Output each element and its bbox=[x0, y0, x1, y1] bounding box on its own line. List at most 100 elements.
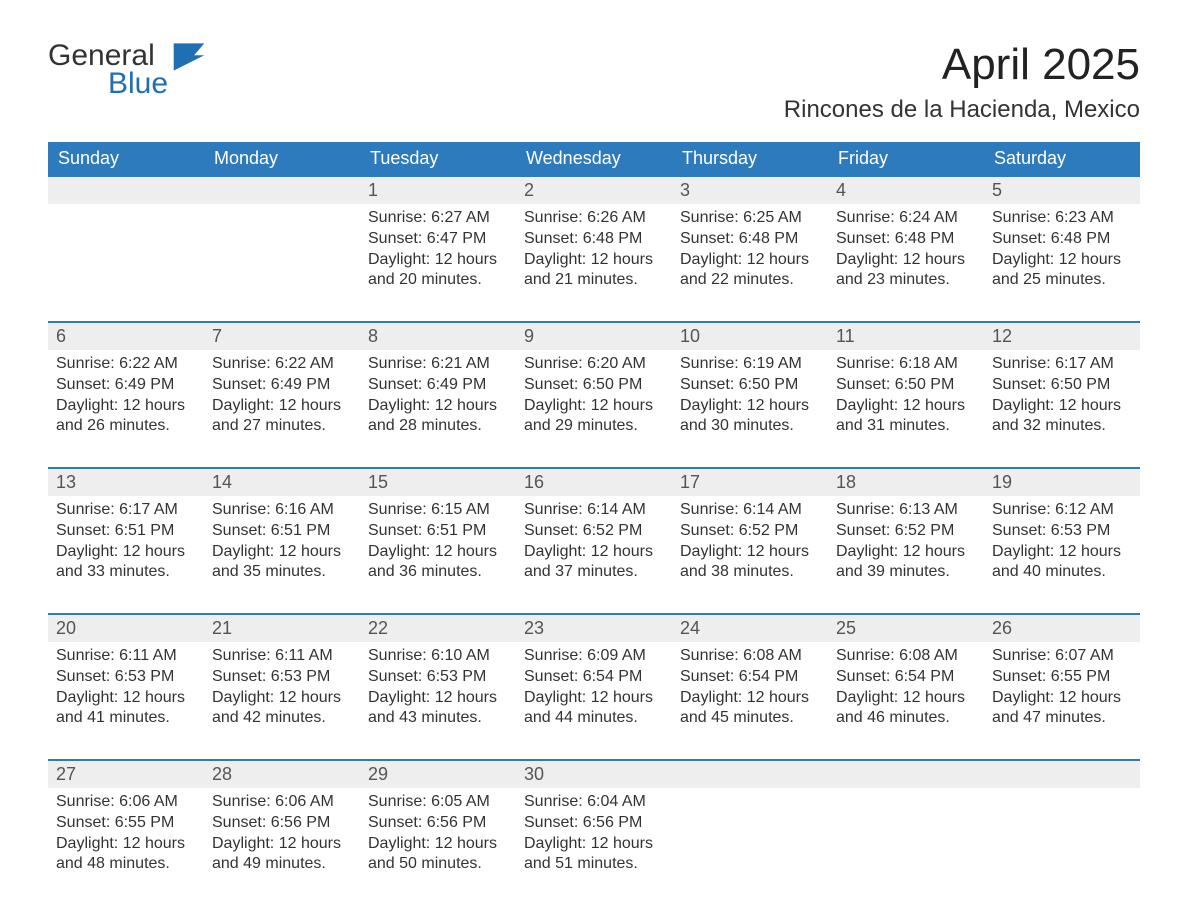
sunset-value: 6:47 PM bbox=[427, 230, 487, 247]
sunrise-line: Sunrise: 6:11 AM bbox=[56, 646, 196, 667]
daylight-line: Daylight: 12 hours and 42 minutes. bbox=[212, 688, 352, 730]
sunset-line: Sunset: 6:53 PM bbox=[992, 521, 1132, 542]
calendar-cell: 9Sunrise: 6:20 AMSunset: 6:50 PMDaylight… bbox=[516, 321, 672, 467]
sunset-line: Sunset: 6:48 PM bbox=[680, 229, 820, 250]
sunrise-line: Sunrise: 6:08 AM bbox=[836, 646, 976, 667]
sunrise-line: Sunrise: 6:14 AM bbox=[524, 500, 664, 521]
sunrise-line: Sunrise: 6:17 AM bbox=[992, 354, 1132, 375]
sunset-label: Sunset: bbox=[992, 230, 1051, 247]
sunset-value: 6:52 PM bbox=[583, 522, 643, 539]
sunrise-value: 6:12 AM bbox=[1055, 501, 1114, 518]
sunset-value: 6:48 PM bbox=[895, 230, 955, 247]
sunset-value: 6:51 PM bbox=[427, 522, 487, 539]
sunset-label: Sunset: bbox=[56, 814, 115, 831]
sunrise-value: 6:26 AM bbox=[587, 209, 646, 226]
daylight-line: Daylight: 12 hours and 37 minutes. bbox=[524, 542, 664, 584]
sunrise-line: Sunrise: 6:04 AM bbox=[524, 792, 664, 813]
calendar-cell: 16Sunrise: 6:14 AMSunset: 6:52 PMDayligh… bbox=[516, 467, 672, 613]
sunrise-line: Sunrise: 6:19 AM bbox=[680, 354, 820, 375]
daylight-label: Daylight: bbox=[836, 543, 903, 560]
daylight-label: Daylight: bbox=[836, 689, 903, 706]
brand-word2: Blue bbox=[48, 68, 168, 100]
sunrise-value: 6:08 AM bbox=[743, 647, 802, 664]
sunrise-line: Sunrise: 6:26 AM bbox=[524, 208, 664, 229]
day-number: 4 bbox=[828, 177, 984, 204]
sunset-line: Sunset: 6:52 PM bbox=[836, 521, 976, 542]
sunrise-label: Sunrise: bbox=[680, 209, 743, 226]
day-body: Sunrise: 6:16 AMSunset: 6:51 PMDaylight:… bbox=[204, 496, 360, 583]
day-number: 11 bbox=[828, 323, 984, 350]
daylight-line: Daylight: 12 hours and 46 minutes. bbox=[836, 688, 976, 730]
day-number: 14 bbox=[204, 469, 360, 496]
day-number: 25 bbox=[828, 615, 984, 642]
daylight-line: Daylight: 12 hours and 45 minutes. bbox=[680, 688, 820, 730]
sunrise-label: Sunrise: bbox=[212, 501, 275, 518]
sunrise-line: Sunrise: 6:10 AM bbox=[368, 646, 508, 667]
sunrise-value: 6:25 AM bbox=[743, 209, 802, 226]
sunrise-label: Sunrise: bbox=[680, 647, 743, 664]
sunset-line: Sunset: 6:48 PM bbox=[836, 229, 976, 250]
brand-logo: General Blue bbox=[48, 40, 206, 99]
sunrise-line: Sunrise: 6:05 AM bbox=[368, 792, 508, 813]
daylight-line: Daylight: 12 hours and 30 minutes. bbox=[680, 396, 820, 438]
weekday-header: Saturday bbox=[984, 142, 1140, 175]
sunrise-line: Sunrise: 6:08 AM bbox=[680, 646, 820, 667]
daylight-label: Daylight: bbox=[368, 397, 435, 414]
sunset-line: Sunset: 6:53 PM bbox=[212, 667, 352, 688]
weekday-header: Wednesday bbox=[516, 142, 672, 175]
day-number: 26 bbox=[984, 615, 1140, 642]
calendar-cell: 24Sunrise: 6:08 AMSunset: 6:54 PMDayligh… bbox=[672, 613, 828, 759]
sunset-label: Sunset: bbox=[992, 376, 1051, 393]
day-body: Sunrise: 6:04 AMSunset: 6:56 PMDaylight:… bbox=[516, 788, 672, 875]
sunrise-value: 6:14 AM bbox=[743, 501, 802, 518]
daylight-line: Daylight: 12 hours and 48 minutes. bbox=[56, 834, 196, 876]
calendar-cell: 7Sunrise: 6:22 AMSunset: 6:49 PMDaylight… bbox=[204, 321, 360, 467]
sunset-value: 6:53 PM bbox=[115, 668, 175, 685]
weekday-header: Sunday bbox=[48, 142, 204, 175]
day-body: Sunrise: 6:21 AMSunset: 6:49 PMDaylight:… bbox=[360, 350, 516, 437]
calendar-cell: 18Sunrise: 6:13 AMSunset: 6:52 PMDayligh… bbox=[828, 467, 984, 613]
daylight-line: Daylight: 12 hours and 39 minutes. bbox=[836, 542, 976, 584]
sunset-line: Sunset: 6:50 PM bbox=[680, 375, 820, 396]
sunrise-value: 6:17 AM bbox=[1055, 355, 1114, 372]
day-number: 30 bbox=[516, 761, 672, 788]
daylight-label: Daylight: bbox=[680, 543, 747, 560]
daylight-label: Daylight: bbox=[992, 251, 1059, 268]
sunset-line: Sunset: 6:50 PM bbox=[524, 375, 664, 396]
sunrise-value: 6:15 AM bbox=[431, 501, 490, 518]
sunrise-label: Sunrise: bbox=[836, 647, 899, 664]
day-number: 20 bbox=[48, 615, 204, 642]
day-body: Sunrise: 6:13 AMSunset: 6:52 PMDaylight:… bbox=[828, 496, 984, 583]
sunset-value: 6:51 PM bbox=[115, 522, 175, 539]
calendar-cell: 4Sunrise: 6:24 AMSunset: 6:48 PMDaylight… bbox=[828, 175, 984, 321]
sunset-label: Sunset: bbox=[368, 814, 427, 831]
sunset-label: Sunset: bbox=[680, 230, 739, 247]
sunset-label: Sunset: bbox=[836, 522, 895, 539]
sunrise-label: Sunrise: bbox=[212, 647, 275, 664]
day-number: 19 bbox=[984, 469, 1140, 496]
daylight-label: Daylight: bbox=[56, 543, 123, 560]
day-body: Sunrise: 6:05 AMSunset: 6:56 PMDaylight:… bbox=[360, 788, 516, 875]
sunset-label: Sunset: bbox=[680, 522, 739, 539]
daylight-label: Daylight: bbox=[212, 397, 279, 414]
daylight-label: Daylight: bbox=[836, 251, 903, 268]
sunset-line: Sunset: 6:53 PM bbox=[56, 667, 196, 688]
sunrise-line: Sunrise: 6:21 AM bbox=[368, 354, 508, 375]
day-body: Sunrise: 6:14 AMSunset: 6:52 PMDaylight:… bbox=[516, 496, 672, 583]
sunset-line: Sunset: 6:49 PM bbox=[56, 375, 196, 396]
sunset-line: Sunset: 6:56 PM bbox=[212, 813, 352, 834]
sunset-label: Sunset: bbox=[836, 668, 895, 685]
daylight-line: Daylight: 12 hours and 20 minutes. bbox=[368, 250, 508, 292]
sunrise-line: Sunrise: 6:23 AM bbox=[992, 208, 1132, 229]
sunset-line: Sunset: 6:51 PM bbox=[368, 521, 508, 542]
sunset-line: Sunset: 6:52 PM bbox=[680, 521, 820, 542]
day-body: Sunrise: 6:08 AMSunset: 6:54 PMDaylight:… bbox=[672, 642, 828, 729]
brand-text: General Blue bbox=[48, 40, 168, 99]
sunrise-value: 6:24 AM bbox=[899, 209, 958, 226]
day-number: 9 bbox=[516, 323, 672, 350]
sunset-value: 6:53 PM bbox=[427, 668, 487, 685]
sunset-line: Sunset: 6:54 PM bbox=[680, 667, 820, 688]
sunset-line: Sunset: 6:54 PM bbox=[836, 667, 976, 688]
day-body: Sunrise: 6:15 AMSunset: 6:51 PMDaylight:… bbox=[360, 496, 516, 583]
sunrise-label: Sunrise: bbox=[680, 355, 743, 372]
